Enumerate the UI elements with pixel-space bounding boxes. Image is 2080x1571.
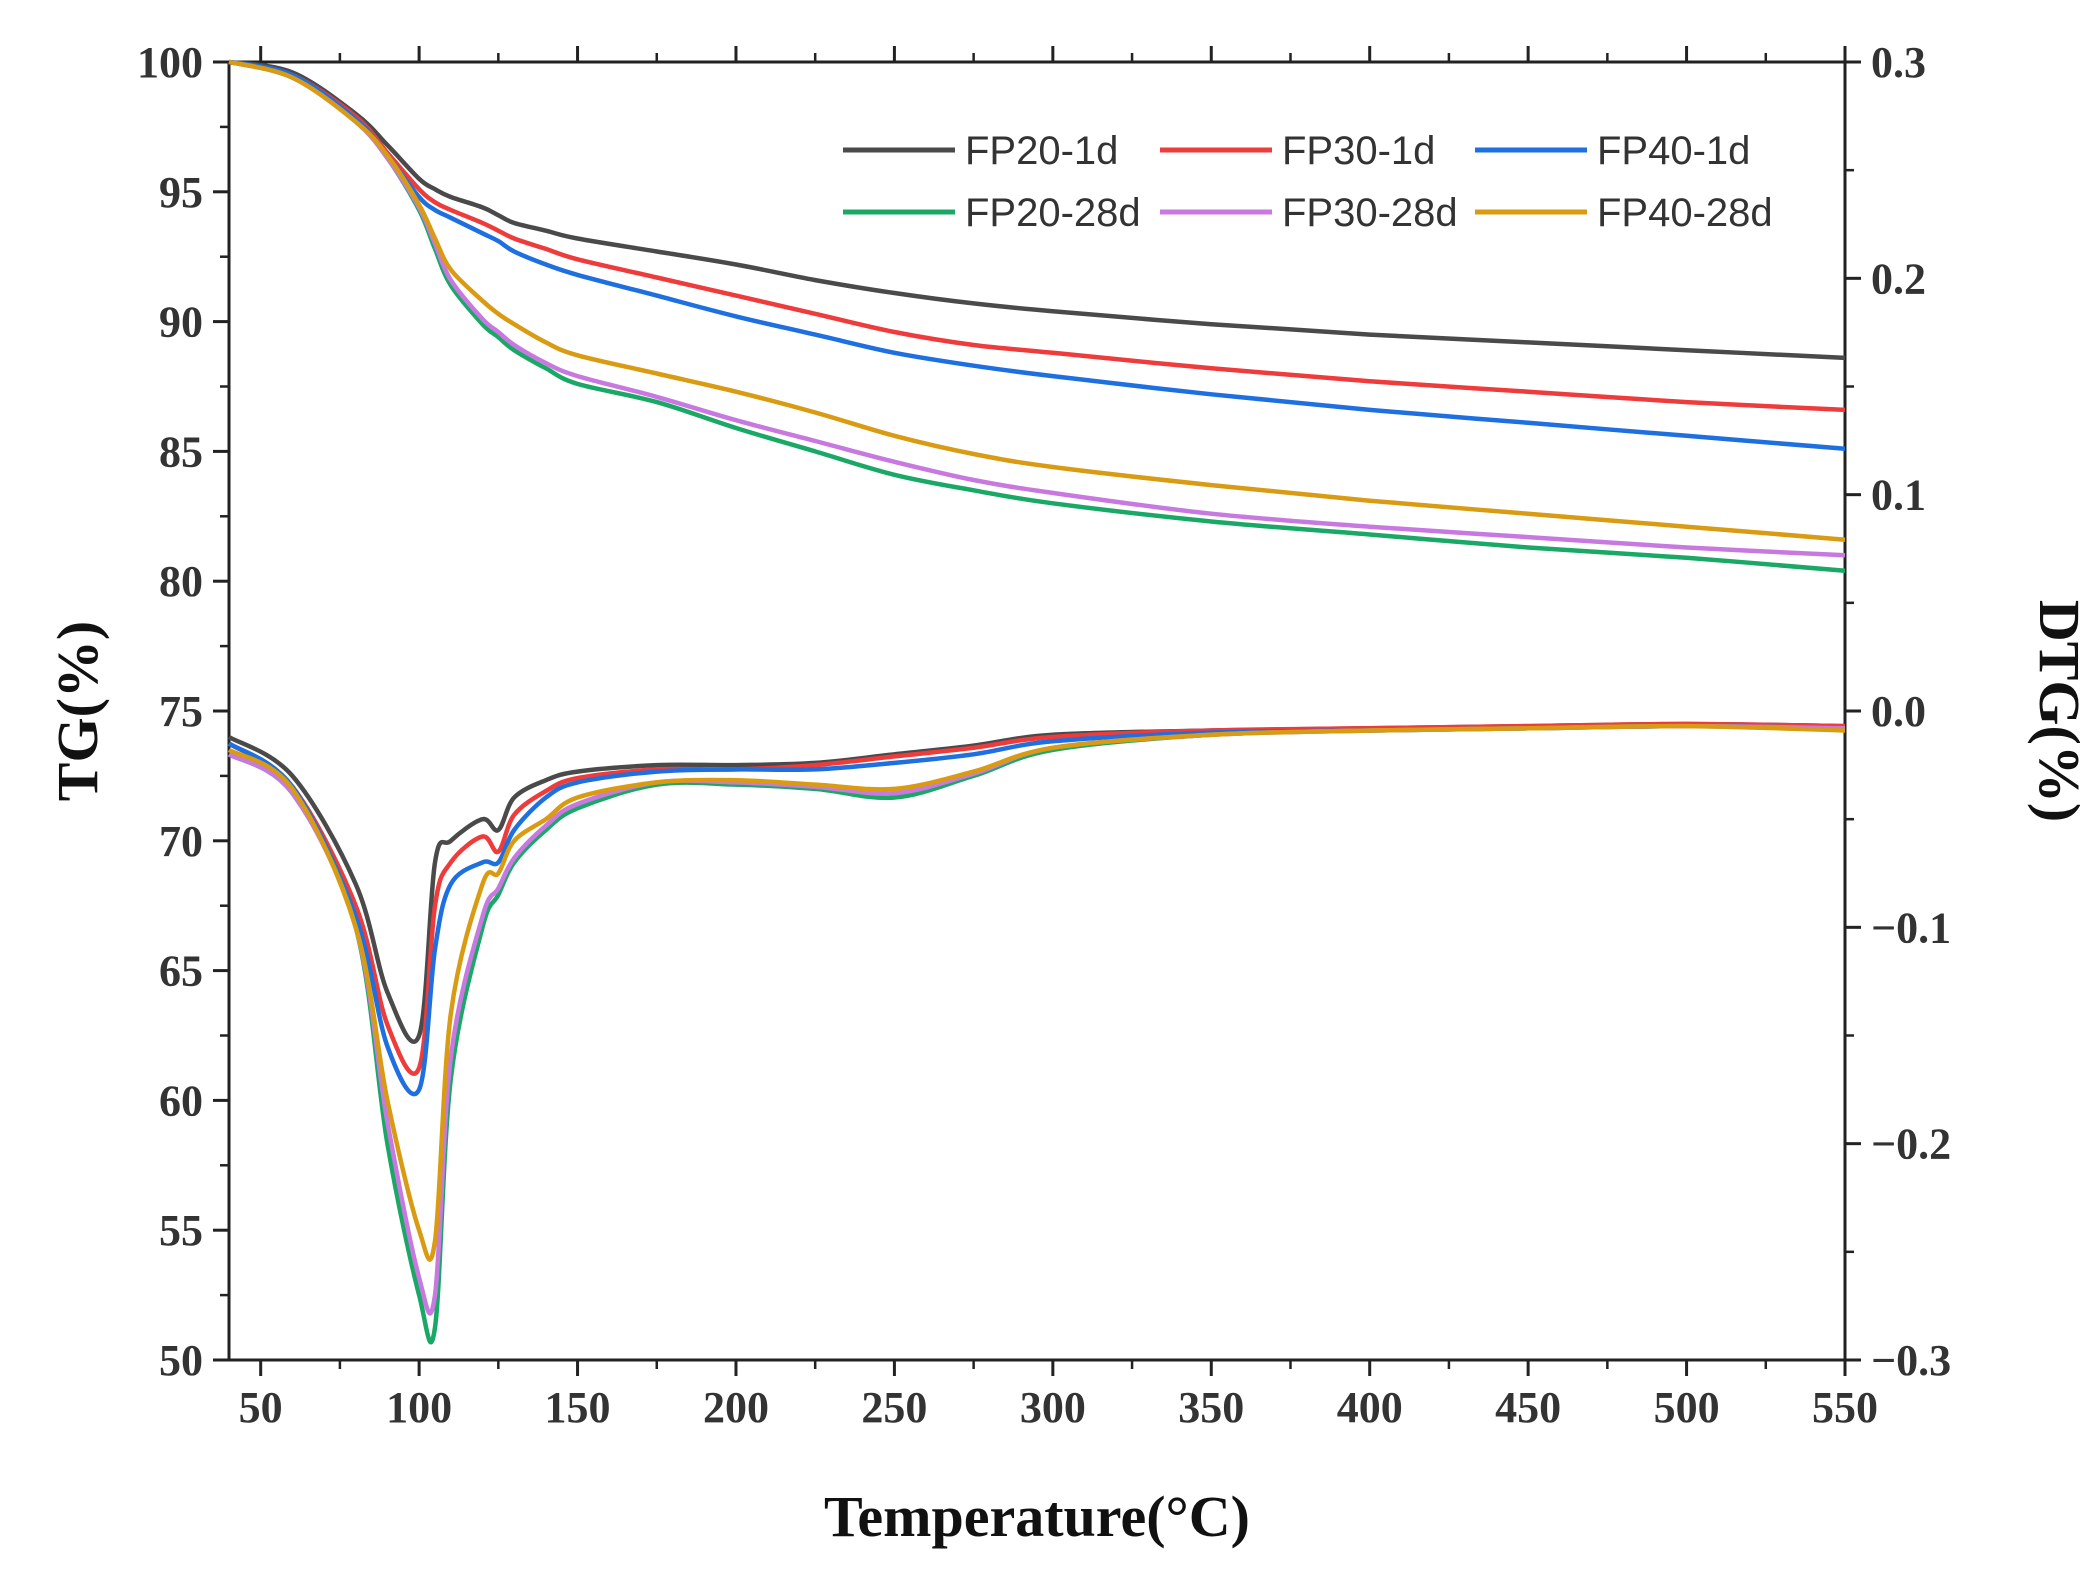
x-tick-label: 550 (1812, 1383, 1878, 1432)
y-left-tick-label: 75 (159, 687, 203, 736)
x-tick-label: 500 (1654, 1383, 1720, 1432)
plot-area (227, 60, 1847, 1362)
y-left-tick-label: 90 (159, 298, 203, 347)
y-right-tick-label: 0.0 (1871, 687, 1926, 736)
y-right-tick-label: 0.3 (1871, 38, 1926, 87)
legend-label: FP20-28d (965, 191, 1141, 235)
lines-layer (227, 59, 1846, 1345)
y-left-tick-label: 100 (137, 38, 203, 87)
x-tick-label: 300 (1020, 1383, 1086, 1432)
legend-label: FP20-1d (965, 129, 1118, 173)
legend-label: FP30-28d (1282, 191, 1458, 235)
x-tick-label: 350 (1178, 1383, 1244, 1432)
y-right-tick-label: −0.2 (1871, 1120, 1951, 1169)
x-tick-label: 200 (703, 1383, 769, 1432)
tg-line-fp30-1d (228, 59, 1846, 413)
legend-label: FP30-1d (1282, 129, 1435, 173)
ticks-layer: 50 100 150 200 250 300 350 400 450 500 550 50 55 60 65… (137, 38, 1951, 1432)
tg-line-fp40-1d (228, 59, 1846, 452)
y-left-tick-label: 85 (159, 427, 203, 476)
y-right-tick-label: −0.1 (1871, 903, 1951, 952)
legend-label: FP40-28d (1597, 191, 1773, 235)
x-tick-label: 100 (386, 1383, 452, 1432)
y-axis-title-right: DTG(%) (2027, 600, 2080, 822)
x-tick-label: 250 (861, 1383, 927, 1432)
y-left-tick-label: 80 (159, 557, 203, 606)
y-left-tick-label: 65 (159, 947, 203, 996)
x-tick-label: 450 (1495, 1383, 1561, 1432)
y-right-tick-label: −0.3 (1871, 1336, 1951, 1385)
dtg-line-fp40-28d (227, 723, 1846, 1262)
y-left-tick-label: 55 (159, 1206, 203, 1255)
y-left-tick-label: 60 (159, 1076, 203, 1125)
y-right-tick-label: 0.2 (1871, 254, 1926, 303)
y-left-tick-label: 95 (159, 168, 203, 217)
legend-label: FP40-1d (1597, 129, 1750, 173)
legend: FP20-1d FP30-1d FP40-1d FP20-28d FP30-28d FP4… (843, 129, 1773, 235)
tg-line-fp40-28d (228, 59, 1846, 542)
tg-line-fp20-1d (228, 59, 1846, 361)
x-axis-title: Temperature(°C) (824, 1484, 1250, 1549)
y-axis-title-left: TG(%) (45, 621, 110, 801)
y-left-tick-label: 70 (159, 817, 203, 866)
x-tick-label: 150 (545, 1383, 611, 1432)
y-right-tick-label: 0.1 (1871, 471, 1926, 520)
y-left-tick-label: 50 (159, 1336, 203, 1385)
x-tick-label: 400 (1337, 1383, 1403, 1432)
x-tick-label: 50 (239, 1383, 283, 1432)
